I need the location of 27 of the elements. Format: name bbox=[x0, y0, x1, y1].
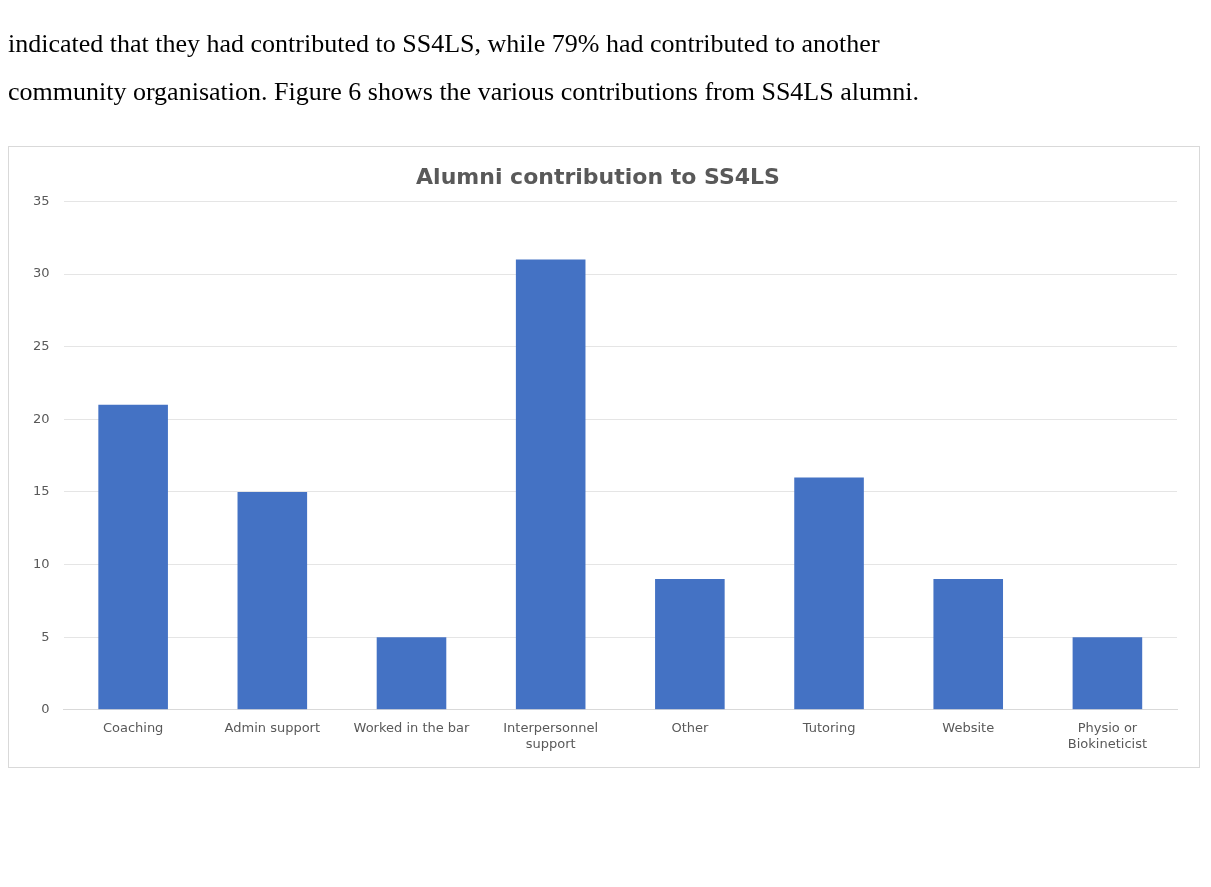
y-tick-label: 30 bbox=[33, 265, 50, 281]
y-tick-label: 0 bbox=[41, 701, 50, 717]
bar bbox=[933, 579, 1004, 710]
x-tick-label: Tutoring bbox=[801, 719, 856, 735]
bar bbox=[237, 491, 308, 710]
chart-title: Alumni contribution to SS4LS bbox=[416, 163, 780, 189]
text: indicated that they had contributed to SS4LS, while 79% had contributed to another bbox=[8, 28, 881, 60]
y-tick-label: 25 bbox=[33, 338, 50, 354]
x-tick-label: Admin support bbox=[224, 719, 321, 735]
bar bbox=[655, 579, 725, 710]
y-tick-label: 10 bbox=[33, 555, 50, 571]
bar bbox=[376, 637, 447, 710]
x-tick-label: Interpersonnel support bbox=[503, 719, 599, 751]
y-tick-label: 20 bbox=[33, 410, 50, 426]
bar bbox=[794, 477, 864, 710]
x-tick-label: Physio or Biokineticist bbox=[1067, 719, 1148, 751]
x-tick-label: Website bbox=[942, 719, 995, 735]
y-tick-label: 5 bbox=[41, 628, 50, 644]
bar bbox=[1072, 637, 1143, 710]
text: community organisation. Figure 6 shows the various contributions from SS4LS alumni. bbox=[8, 76, 920, 108]
bar bbox=[515, 259, 586, 710]
bar bbox=[98, 404, 168, 710]
x-tick-label: Other bbox=[671, 719, 709, 735]
x-tick-label: Coaching bbox=[102, 719, 164, 735]
x-tick-label: Worked in the bar bbox=[353, 719, 471, 735]
y-tick-label: 35 bbox=[33, 192, 50, 208]
y-tick-label: 15 bbox=[33, 483, 50, 499]
